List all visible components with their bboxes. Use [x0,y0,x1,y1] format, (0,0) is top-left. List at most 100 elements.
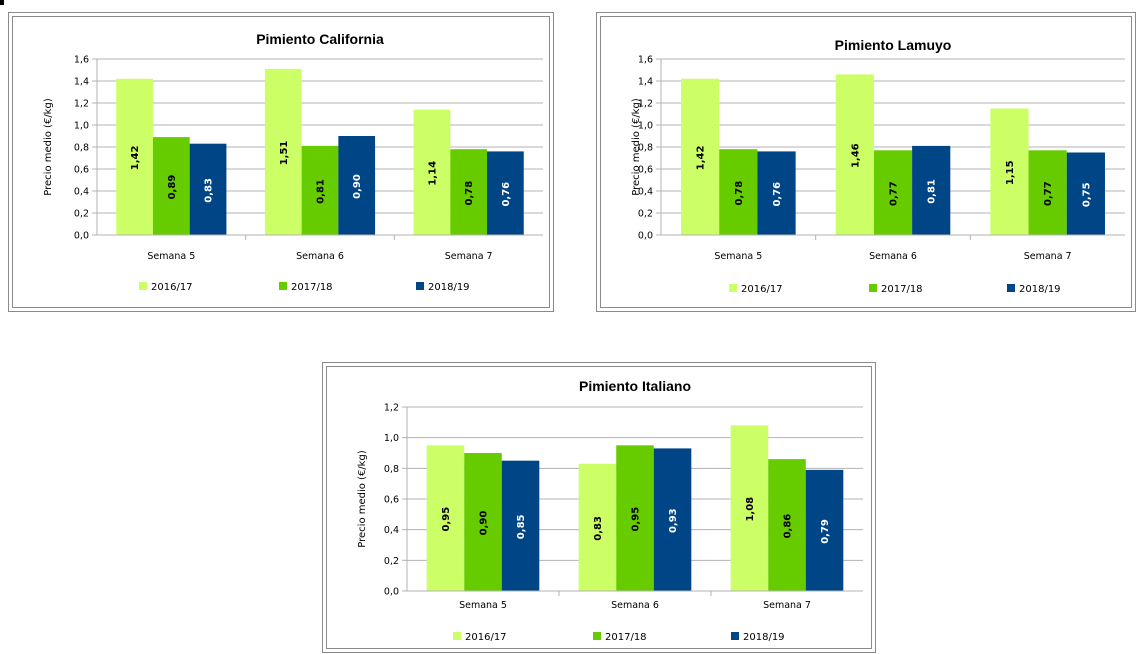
x-category-label: Semana 6 [296,251,344,262]
chart-svg: Pimiento California 0,0 0,2 0,4 0,6 0,8 1,0 1,2… [43,31,543,293]
bar-2017-18 [1028,150,1067,235]
y-tick-label: 1,0 [74,121,89,132]
bar-data-label: 0,93 [668,508,679,533]
bar-data-label: 0,75 [1081,182,1092,207]
y-tick-label: 0,8 [638,143,653,154]
bar-data-label: 0,86 [783,514,794,539]
bar-data-label: 1,08 [745,497,756,522]
x-category-label: Semana 5 [714,251,762,262]
bar-data-label: 0,89 [167,175,178,200]
bar-2018-19 [653,448,692,591]
legend-label: 2016/17 [741,284,783,295]
bar-2018-19 [1066,152,1105,235]
x-category-label: Semana 6 [869,251,917,262]
legend-swatch [869,284,877,292]
bar-data-label: 1,46 [850,143,861,168]
bar-2018-19 [757,151,796,235]
bar-data-label: 0,81 [316,179,327,204]
y-tick-label: 0,2 [74,209,89,220]
y-tick-label: 1,2 [384,403,399,414]
bar-data-label: 0,90 [352,174,363,199]
y-tick-label: 0,6 [638,165,653,176]
legend-label: 2017/18 [881,284,923,295]
y-tick-label: 0,6 [384,495,399,506]
chart-title: Pimiento California [256,31,384,47]
bar-2017-18 [464,453,502,591]
y-tick-label: 0,2 [638,209,653,220]
bar-2016-17 [578,463,617,591]
x-category-label: Semana 7 [1024,251,1072,262]
y-tick-label: 0,2 [384,556,399,567]
bar-2017-18 [616,445,654,591]
bar-data-label: 1,51 [279,141,290,166]
bar-data-label: 0,83 [593,516,604,541]
bar-data-label: 1,15 [1005,160,1016,185]
bar-data-label: 0,78 [464,181,475,206]
bar-2016-17 [835,74,874,236]
bar-2016-17 [681,78,720,235]
legend-label: 2018/19 [1019,284,1061,295]
x-category-label: Semana 5 [459,600,507,611]
bar-2017-18 [873,150,913,235]
bar-2018-19 [912,145,951,235]
y-tick-label: 1,4 [74,77,89,88]
bar-data-label: 1,42 [696,146,707,171]
legend-swatch [139,282,147,290]
bar-data-label: 0,77 [889,181,900,206]
bar-2017-18 [719,149,758,235]
bar-2017-18 [450,149,488,235]
y-tick-label: 0,0 [74,231,89,242]
bar-2016-17 [116,78,153,235]
chart-title: Pimiento Italiano [579,378,691,394]
bar-2017-18 [152,137,190,235]
bar-2016-17 [990,108,1029,235]
y-tick-label: 1,4 [638,77,653,88]
bar-data-label: 0,79 [820,519,831,544]
bar-2017-18 [768,459,806,591]
legend-label: 2017/18 [291,282,333,293]
bar-2018-19 [189,143,227,235]
y-tick-label: 0,4 [74,187,89,198]
corner-mark [0,0,4,5]
y-tick-label: 0,0 [384,587,399,598]
chart-svg: Pimiento Italiano 0,0 0,2 0,4 0,6 0,8 1,0 1,2 Pr… [357,378,863,643]
y-tick-label: 0,8 [74,143,89,154]
bar-data-label: 0,77 [1043,181,1054,206]
bar-data-label: 1,14 [427,161,438,186]
y-tick-label: 1,0 [384,433,399,444]
bar-data-label: 0,78 [734,181,745,206]
legend-swatch [416,282,424,290]
bar-data-label: 0,76 [772,182,783,207]
legend-swatch [731,632,739,640]
chart-pimiento-lamuyo: Pimiento Lamuyo 0,0 0,2 0,4 0,6 0,8 1,0 1,2 1,4 1… [596,12,1136,312]
x-category-label: Semana 7 [445,251,493,262]
y-tick-label: 1,2 [74,99,89,110]
y-tick-label: 0,8 [384,464,399,475]
bar-data-label: 0,95 [631,507,642,532]
y-tick-label: 1,2 [638,99,653,110]
bar-2018-19 [805,469,844,591]
bar-2017-18 [301,145,339,235]
bar-data-label: 0,81 [927,179,938,204]
y-tick-label: 1,0 [638,121,653,132]
legend-swatch [279,282,287,290]
y-tick-label: 0,0 [638,231,653,242]
bar-2016-17 [264,68,302,236]
x-category-label: Semana 5 [147,251,195,262]
bar-2018-19 [501,460,540,591]
legend-label: 2017/18 [605,632,647,643]
y-axis-label: Precio medio (€/kg) [357,450,368,548]
chart-pimiento-california: Pimiento California 0,0 0,2 0,4 0,6 0,8 1,0 1,2… [8,12,554,312]
bar-2016-17 [426,445,465,591]
legend-swatch [1007,284,1015,292]
y-tick-label: 1,6 [638,55,653,66]
legend-swatch [453,632,461,640]
bar-data-label: 0,76 [501,182,512,207]
bar-2018-19 [487,151,524,235]
y-tick-label: 0,6 [74,165,89,176]
legend-label: 2016/17 [151,282,193,293]
legend-swatch [593,632,601,640]
x-category-label: Semana 6 [611,600,659,611]
chart-pimiento-italiano: Pimiento Italiano 0,0 0,2 0,4 0,6 0,8 1,0 1,2 Pr… [322,362,876,653]
x-category-label: Semana 7 [763,600,811,611]
